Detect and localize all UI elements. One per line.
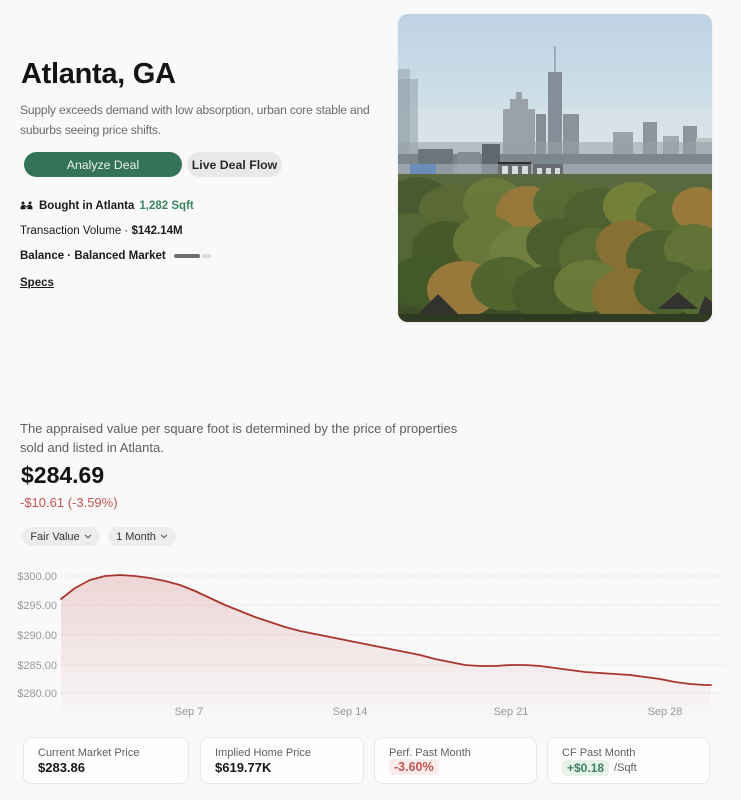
svg-text:$285.00: $285.00 [17,660,57,672]
svg-text:$280.00: $280.00 [17,688,57,700]
svg-text:$295.00: $295.00 [17,600,57,612]
svg-text:$300.00: $300.00 [17,571,57,583]
svg-text:$290.00: $290.00 [17,630,57,642]
